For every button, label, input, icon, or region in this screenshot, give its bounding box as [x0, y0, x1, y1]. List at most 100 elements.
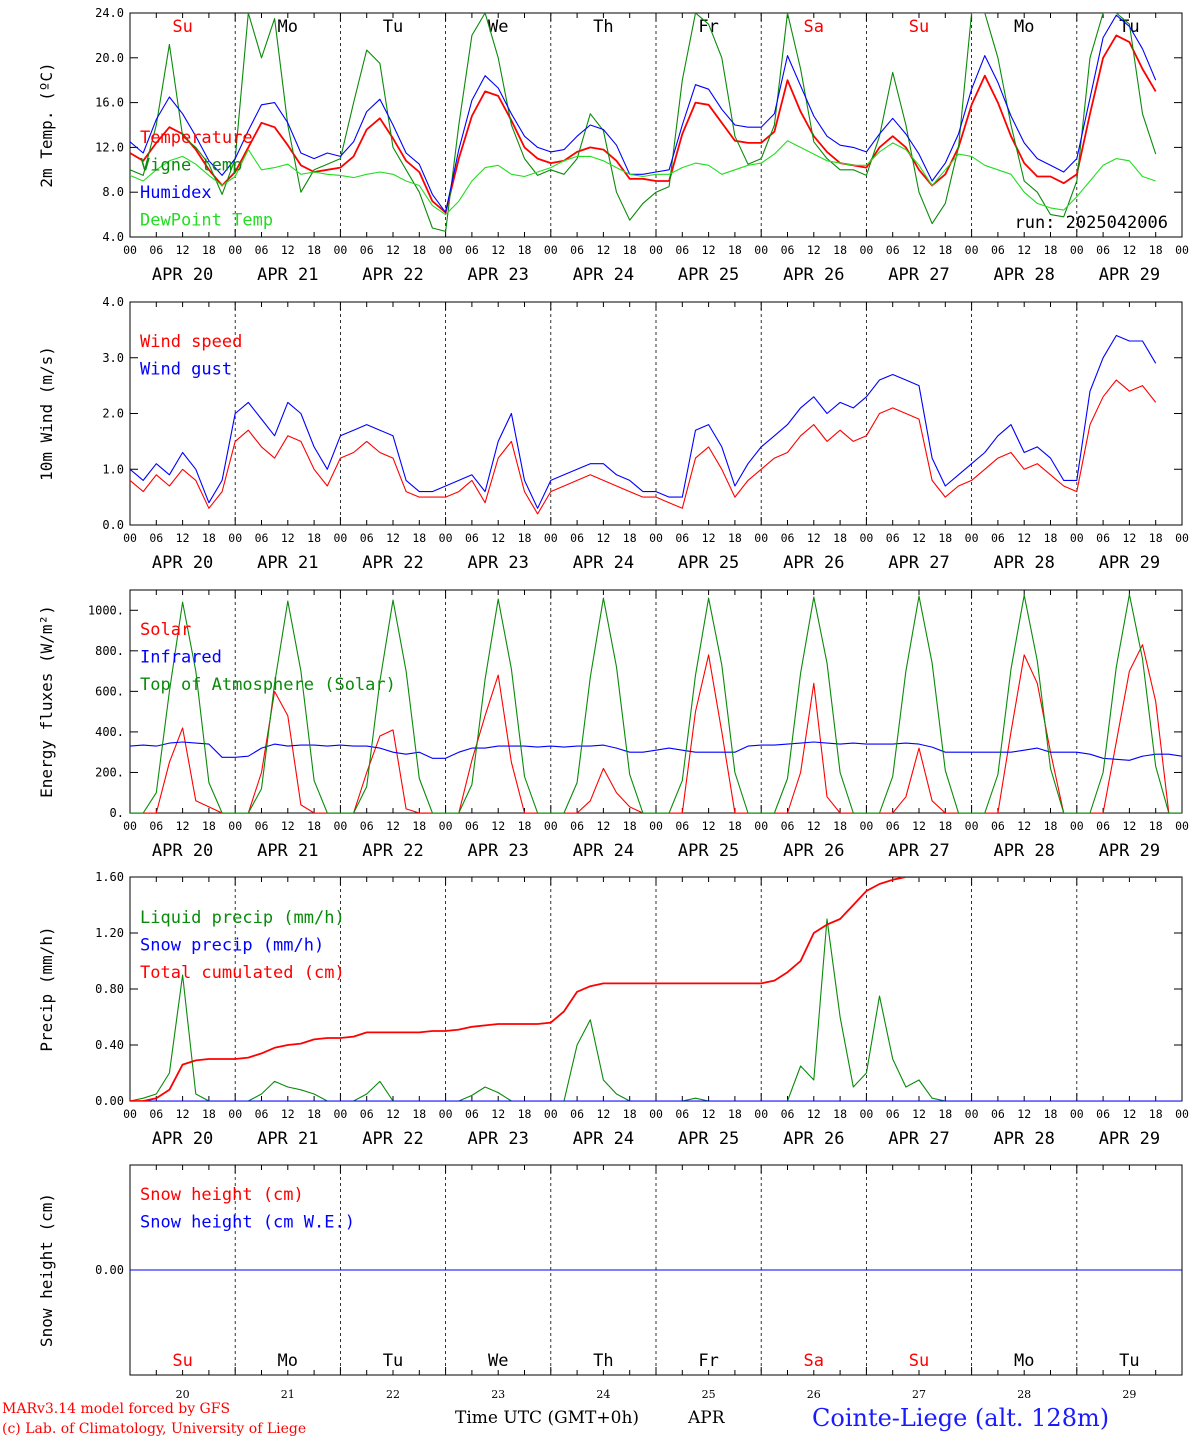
hour-tick-label: 06 [149, 243, 163, 257]
hour-tick-label: 00 [754, 243, 768, 257]
weekday-label: Tu [383, 17, 403, 37]
y-tick-label: 1.60 [95, 870, 124, 884]
hour-tick-label: 18 [1044, 819, 1058, 833]
month-label: APR [687, 1408, 726, 1428]
hour-tick-label: 06 [991, 531, 1005, 545]
hour-tick-label: 00 [965, 243, 979, 257]
hour-tick-label: 06 [1096, 243, 1110, 257]
hour-tick-label: 06 [675, 531, 689, 545]
chart-panel-5: 0.00 Snow height (cm) Su Mo Tu We Th Fr Sa Su Mo Tu… [37, 1164, 1183, 1401]
series-line-total-cumulated-cm [130, 877, 1182, 1101]
hour-tick-label: 18 [412, 1107, 426, 1121]
date-label: APR 25 [678, 265, 739, 285]
y-tick-label: 800. [95, 644, 124, 658]
hour-tick-label: 18 [833, 243, 847, 257]
hour-tick-label: 00 [228, 531, 242, 545]
hour-tick-label: 06 [465, 819, 479, 833]
series-line-infrared [130, 741, 1182, 761]
weekday-label: Su [909, 1351, 929, 1371]
hour-tick-label: 12 [912, 531, 926, 545]
date-label: APR 20 [152, 553, 213, 573]
hour-tick-label: 06 [360, 819, 374, 833]
date-label: APR 28 [993, 553, 1054, 573]
date-label: APR 23 [467, 553, 528, 573]
weekday-label: Mo [1014, 1351, 1034, 1371]
date-label: APR 25 [678, 553, 739, 573]
date-label: APR 21 [257, 1129, 318, 1149]
date-label: APR 22 [362, 265, 423, 285]
hour-tick-label: 12 [1122, 1107, 1136, 1121]
date-label: APR 23 [467, 265, 528, 285]
hour-tick-label: 12 [281, 243, 295, 257]
weekday-label: Mo [1014, 17, 1034, 37]
hour-tick-label: 00 [439, 243, 453, 257]
weekday-label: Fr [698, 1351, 718, 1371]
legend-entry: Vigne temp [140, 156, 242, 176]
hour-tick-label: 18 [623, 1107, 637, 1121]
hour-tick-label: 12 [386, 819, 400, 833]
date-label: APR 26 [783, 265, 844, 285]
hour-tick-label: 06 [886, 1107, 900, 1121]
y-tick-label: 4.0 [102, 230, 124, 244]
hour-tick-label: 18 [938, 819, 952, 833]
hour-tick-label: 06 [149, 819, 163, 833]
y-axis-label: 2m Temp. (ºC) [37, 62, 56, 187]
y-axis-label: Precip (mm/h) [37, 926, 56, 1051]
hour-tick-label: 06 [991, 819, 1005, 833]
hour-tick-label: 12 [596, 1107, 610, 1121]
hour-tick-label: 18 [833, 1107, 847, 1121]
hour-tick-label: 00 [1070, 819, 1084, 833]
hour-tick-label: 18 [1149, 243, 1163, 257]
series-line-temperature [130, 34, 1157, 214]
hour-tick-label: 00 [965, 531, 979, 545]
weekday-label: Tu [383, 1351, 403, 1371]
date-label: APR 28 [993, 841, 1054, 861]
day-number-label: 28 [1017, 1388, 1031, 1401]
hour-tick-label: 12 [491, 1107, 505, 1121]
legend-entry: Snow height (cm W.E.) [140, 1213, 355, 1233]
weekday-label: Su [172, 17, 192, 37]
hour-tick-label: 12 [596, 819, 610, 833]
y-axis-label: Energy fluxes (W/m²) [37, 605, 56, 798]
hour-tick-label: 18 [728, 819, 742, 833]
hour-tick-label: 18 [1044, 1107, 1058, 1121]
hour-tick-label: 12 [702, 819, 716, 833]
hour-tick-label: 00 [1070, 531, 1084, 545]
hour-tick-label: 18 [938, 1107, 952, 1121]
hour-tick-label: 06 [886, 819, 900, 833]
date-label: APR 28 [993, 265, 1054, 285]
legend-entry: Humidex [140, 183, 212, 203]
date-label: APR 22 [362, 841, 423, 861]
hour-tick-label: 18 [1044, 531, 1058, 545]
hour-tick-label: 12 [1017, 243, 1031, 257]
series-line-humidex [130, 14, 1157, 213]
hour-tick-label: 00 [333, 1107, 347, 1121]
hour-tick-label: 00 [754, 531, 768, 545]
hour-tick-label: 18 [202, 531, 216, 545]
hour-tick-label: 18 [202, 243, 216, 257]
hour-tick-label: 00 [333, 243, 347, 257]
hour-tick-label: 18 [623, 531, 637, 545]
hour-tick-label: 06 [675, 1107, 689, 1121]
legend-entry: Solar [140, 620, 191, 640]
hour-tick-label: 00 [859, 531, 873, 545]
date-label: APR 29 [1099, 553, 1160, 573]
hour-tick-label: 06 [781, 1107, 795, 1121]
hour-tick-label: 18 [728, 243, 742, 257]
date-label: APR 25 [678, 841, 739, 861]
y-tick-label: 16.0 [95, 96, 124, 110]
legend-entry: Total cumulated (cm) [140, 963, 345, 983]
date-label: APR 22 [362, 1129, 423, 1149]
series-line-solar [130, 644, 1182, 813]
y-tick-label: 0.00 [95, 1094, 124, 1108]
hour-tick-label: 18 [623, 243, 637, 257]
date-label: APR 27 [888, 1129, 949, 1149]
hour-tick-label: 12 [1122, 819, 1136, 833]
date-label: APR 24 [573, 841, 634, 861]
hour-tick-label: 12 [176, 243, 190, 257]
hour-tick-label: 12 [281, 531, 295, 545]
hour-tick-label: 06 [1096, 1107, 1110, 1121]
date-label: APR 21 [257, 553, 318, 573]
hour-tick-label: 06 [570, 819, 584, 833]
date-label: APR 27 [888, 265, 949, 285]
